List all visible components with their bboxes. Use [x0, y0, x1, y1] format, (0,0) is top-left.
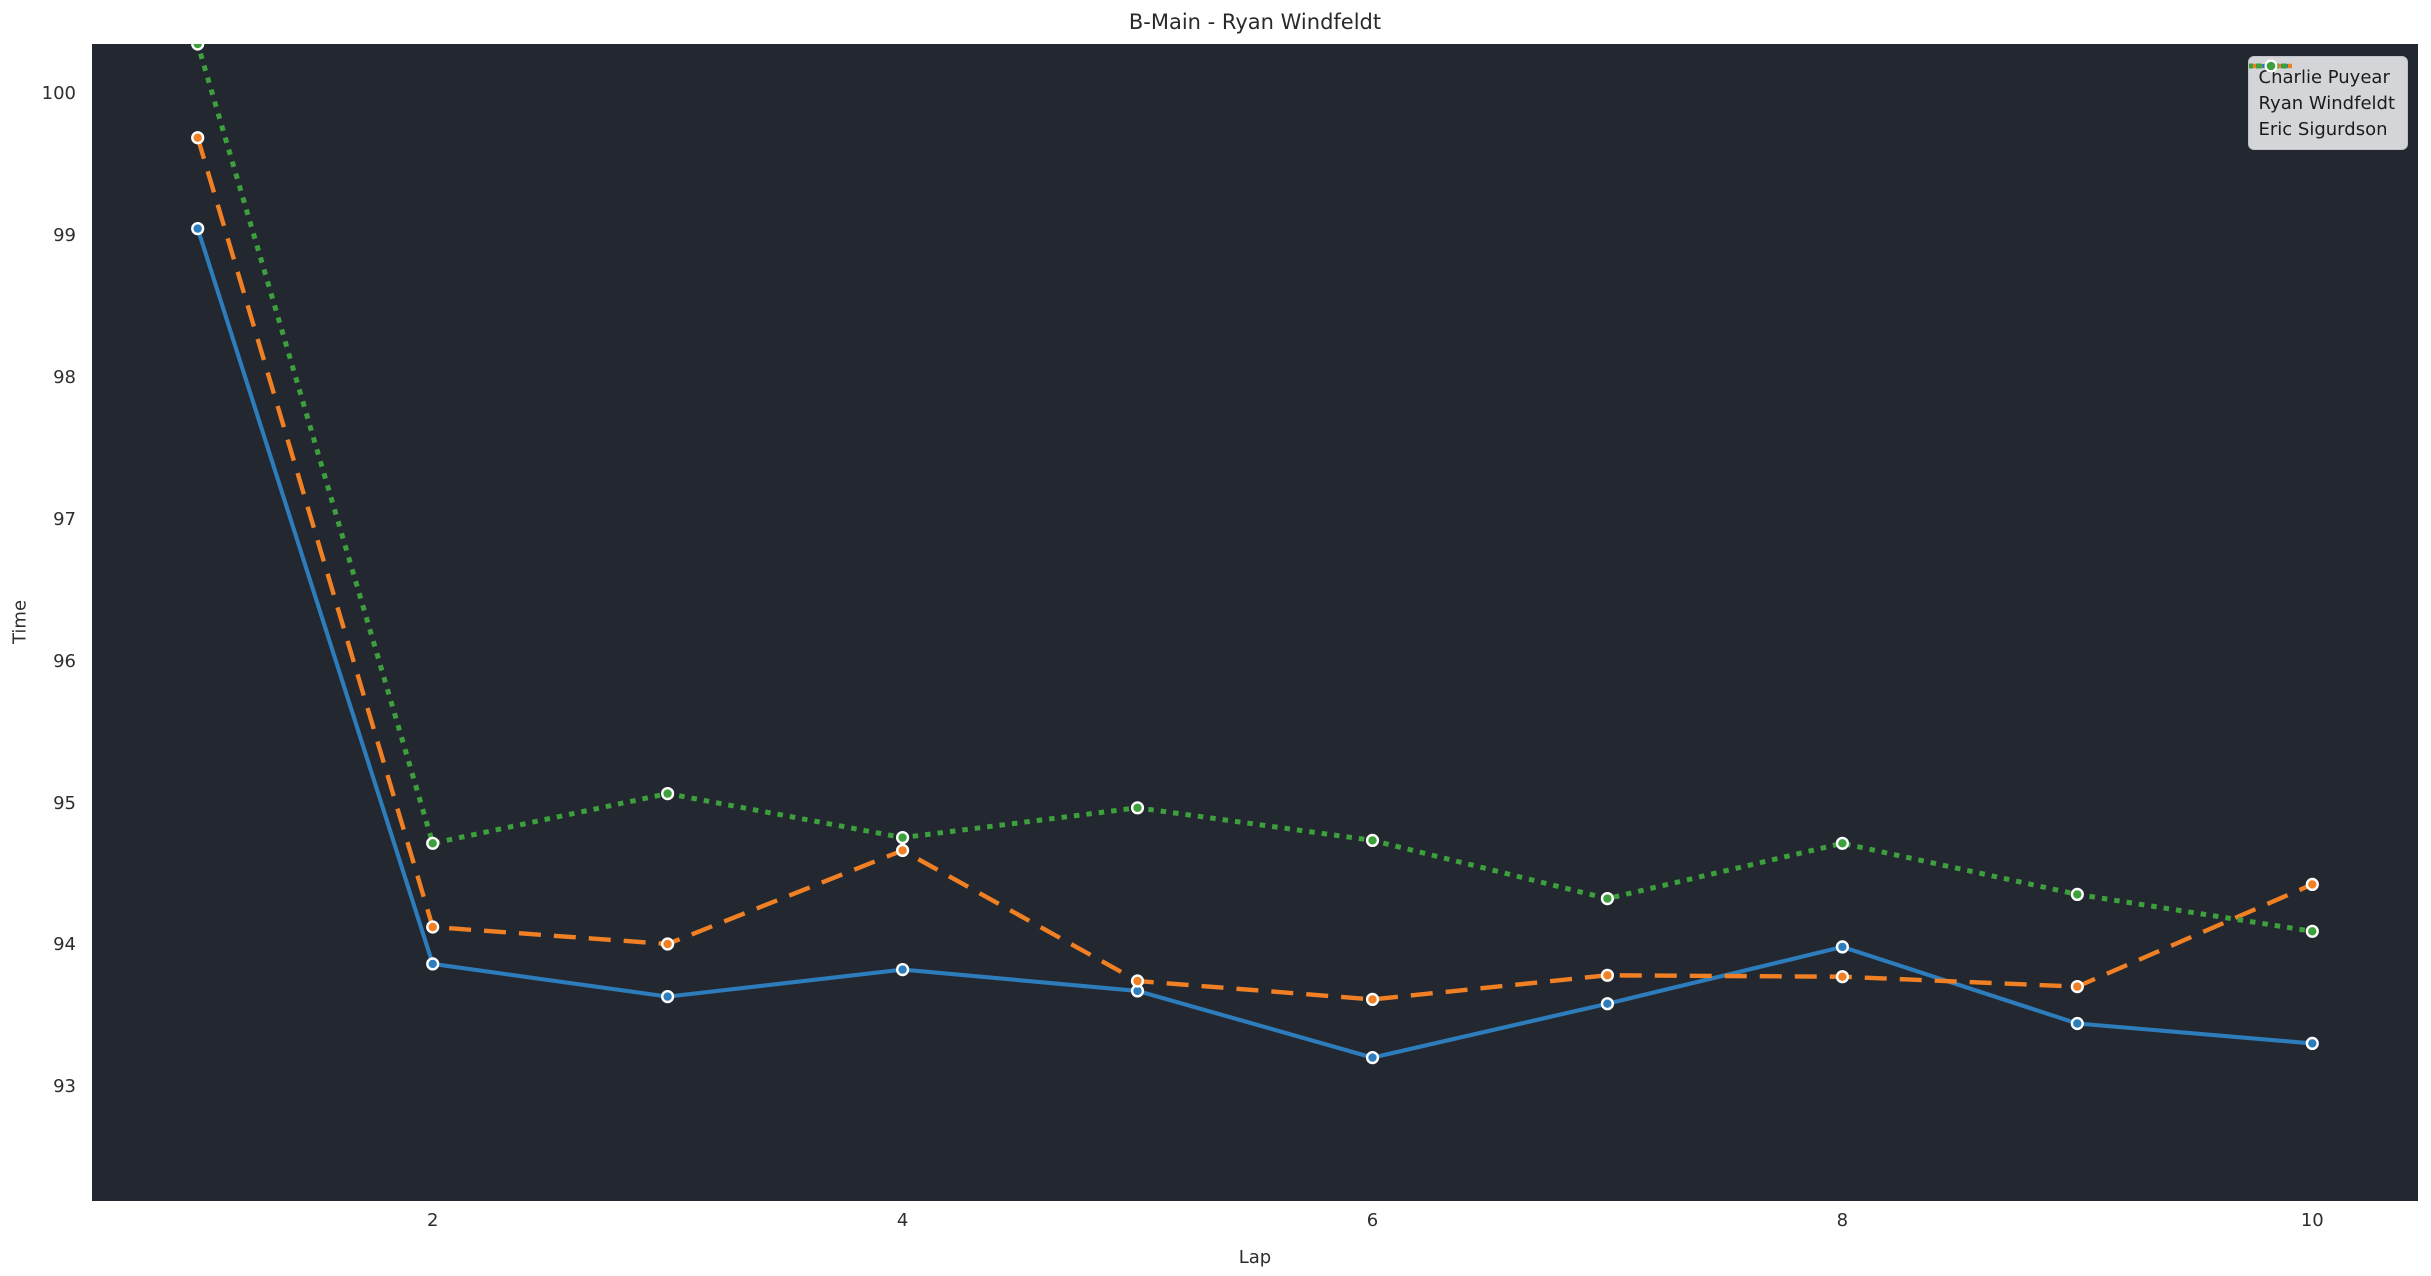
data-point-marker-charlie-puyear	[2305, 1036, 2319, 1051]
chart-title: B-Main - Ryan Windfeldt	[1128, 10, 1382, 34]
x-tick-label-4: 4	[896, 1210, 909, 1231]
data-point-marker-eric-sigurdson	[1600, 891, 1615, 906]
data-point-marker-charlie-puyear	[191, 222, 205, 236]
data-point-marker-eric-sigurdson	[2305, 924, 2319, 938]
data-point-marker-charlie-puyear	[1600, 997, 1615, 1011]
data-point-marker-eric-sigurdson	[2070, 887, 2084, 902]
chart-canvas	[191, 44, 2319, 1065]
data-point-marker-ryan-windfeldt	[1130, 974, 1145, 988]
y-tick-label-95: 95	[53, 792, 76, 814]
y-tick-label-98: 98	[53, 366, 76, 388]
x-tick-label-6: 6	[1366, 1210, 1379, 1231]
series-line-charlie-puyear	[195, 227, 2313, 1060]
data-point-marker-ryan-windfeldt	[1600, 968, 1615, 982]
legend: Charlie Puyear Ryan Windfeldt Eric Sigurds…	[2247, 56, 2408, 150]
data-point-marker-eric-sigurdson	[191, 44, 205, 51]
y-tick-label-94: 94	[53, 934, 76, 956]
data-point-marker-ryan-windfeldt	[1365, 992, 1380, 1007]
y-tick-label-99: 99	[53, 224, 76, 246]
plot-area: Charlie Puyear Ryan Windfeldt Eric Sigurds…	[92, 44, 2418, 1201]
data-point-marker-ryan-windfeldt	[2305, 877, 2319, 892]
series-line-eric-sigurdson	[195, 44, 2316, 935]
series-line-ryan-windfeldt	[195, 137, 2314, 1002]
legend-label-charlie-puyear: Charlie Puyear	[2258, 66, 2390, 88]
data-point-marker-charlie-puyear	[1365, 1050, 1380, 1065]
x-tick-label-10: 10	[2300, 1210, 2324, 1231]
data-point-marker-charlie-puyear	[2070, 1016, 2084, 1031]
legend-label-eric-sigurdson: Eric Sigurdson	[2258, 118, 2388, 140]
data-point-marker-ryan-windfeldt	[2070, 979, 2084, 994]
data-point-marker-ryan-windfeldt	[895, 843, 910, 858]
data-point-marker-ryan-windfeldt	[660, 937, 675, 951]
legend-item-eric-sigurdson: Eric Sigurdson	[2248, 59, 2395, 142]
x-tick-label-8: 8	[1836, 1210, 1849, 1231]
data-point-marker-ryan-windfeldt	[426, 920, 440, 934]
data-point-marker-charlie-puyear	[1835, 940, 1850, 954]
legend-line-sample-eric-sigurdson	[2248, 59, 2293, 73]
data-point-marker-ryan-windfeldt	[1835, 970, 1850, 984]
data-point-marker-eric-sigurdson	[1130, 801, 1145, 815]
y-tick-label-100: 100	[41, 82, 76, 104]
y-tick-label-96: 96	[53, 650, 76, 672]
y-tick-label-97: 97	[53, 508, 76, 530]
legend-item-ryan-windfeldt: Ryan Windfeldt	[2249, 59, 2395, 116]
data-point-marker-eric-sigurdson	[1365, 833, 1380, 848]
data-point-marker-eric-sigurdson	[895, 830, 910, 845]
data-point-marker-charlie-puyear	[895, 962, 910, 977]
data-point-marker-ryan-windfeldt	[191, 131, 205, 145]
x-axis-label: Lap	[1238, 1247, 1272, 1268]
x-tick-label-2: 2	[426, 1210, 439, 1231]
data-point-marker-charlie-puyear	[426, 957, 440, 971]
y-axis-label: Time	[9, 599, 31, 645]
data-point-marker-eric-sigurdson	[660, 786, 675, 801]
data-point-marker-eric-sigurdson	[426, 836, 440, 850]
y-tick-label-93: 93	[53, 1076, 76, 1098]
legend-label-ryan-windfeldt: Ryan Windfeldt	[2258, 92, 2395, 114]
data-point-marker-charlie-puyear	[660, 989, 675, 1004]
data-point-marker-eric-sigurdson	[1835, 836, 1850, 850]
